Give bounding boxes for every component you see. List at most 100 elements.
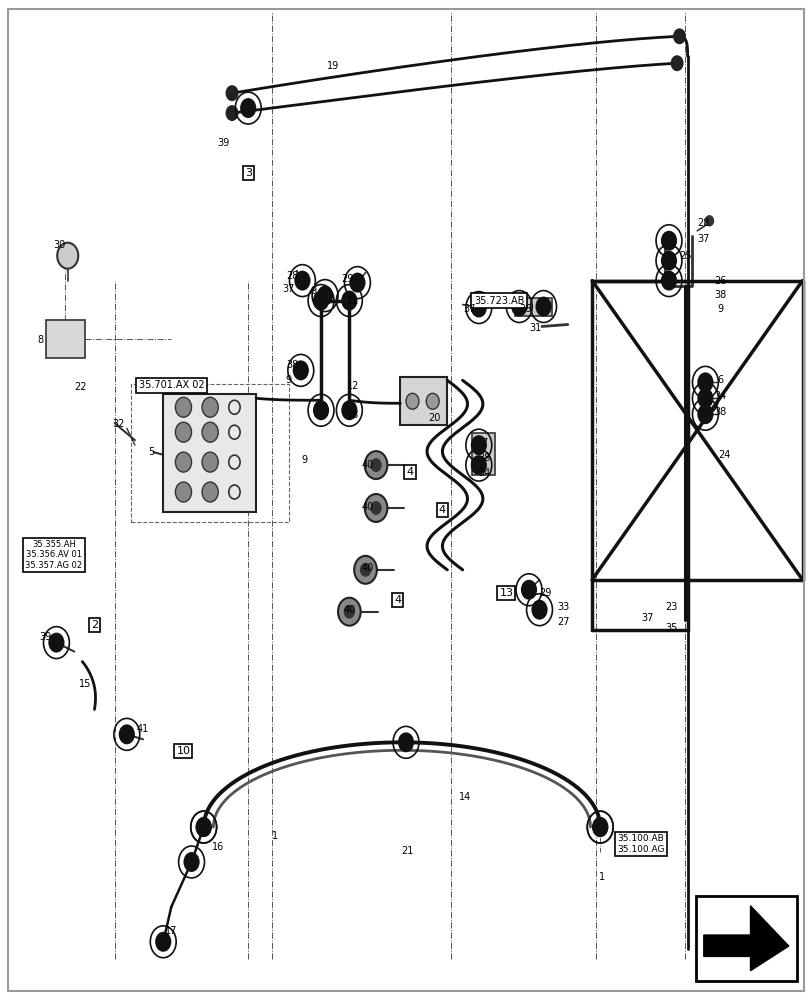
Circle shape [697,372,713,392]
Circle shape [49,633,64,653]
Text: 4: 4 [406,467,413,477]
Circle shape [660,251,676,271]
Circle shape [337,598,360,626]
Circle shape [341,291,357,311]
Circle shape [670,55,683,71]
Bar [163,394,256,512]
Circle shape [511,297,526,317]
Text: 31: 31 [529,323,541,333]
Circle shape [354,556,376,584]
Circle shape [316,286,333,306]
Circle shape [530,600,547,620]
Circle shape [175,482,191,502]
Circle shape [240,98,256,118]
Text: 17: 17 [165,926,178,936]
Circle shape [202,422,218,442]
Text: 37: 37 [697,234,709,244]
Text: 37: 37 [462,304,474,314]
Circle shape [591,817,607,837]
Circle shape [202,452,218,472]
Text: 40: 40 [362,502,374,512]
Circle shape [202,397,218,417]
Text: 35.723.AB: 35.723.AB [474,296,524,306]
Circle shape [57,243,78,269]
Circle shape [292,360,308,380]
Circle shape [155,932,171,952]
Circle shape [370,501,381,515]
Circle shape [312,400,328,420]
Circle shape [349,273,365,293]
Text: 38: 38 [713,290,725,300]
Text: 29: 29 [341,274,354,284]
Circle shape [397,732,414,752]
Circle shape [118,724,135,744]
Circle shape [697,388,713,408]
Bar [131,384,288,522]
Circle shape [195,817,212,837]
Text: 37: 37 [640,613,653,623]
Text: 28: 28 [286,271,298,281]
Circle shape [470,455,487,475]
Text: 26: 26 [713,276,725,286]
Text: 4: 4 [394,595,401,605]
Circle shape [341,400,357,420]
Circle shape [195,817,212,837]
Text: 8: 8 [37,335,43,345]
Circle shape [660,231,676,251]
Text: 5: 5 [148,447,154,457]
Circle shape [370,458,381,472]
Text: 7: 7 [481,438,487,448]
Text: 35.355.AH
35.356.AV 01
35.357.AG 02: 35.355.AH 35.356.AV 01 35.357.AG 02 [25,540,83,570]
Bar [695,896,796,981]
Text: 1: 1 [272,831,277,841]
Text: 38: 38 [713,407,725,417]
Circle shape [294,271,310,291]
Text: 40: 40 [343,605,355,615]
Text: 19: 19 [327,61,339,71]
Circle shape [470,298,487,318]
Text: 21: 21 [401,846,414,856]
Text: 2: 2 [91,620,98,630]
Text: 12: 12 [347,381,359,391]
Text: 9: 9 [285,375,291,385]
Text: 27: 27 [557,617,569,627]
Bar [400,377,447,425]
Text: 38: 38 [286,360,298,370]
Text: 37: 37 [282,284,294,294]
Bar [472,433,495,475]
Circle shape [672,28,685,44]
Text: 35: 35 [664,623,676,633]
Circle shape [202,482,218,502]
Circle shape [426,393,439,409]
Circle shape [406,393,418,409]
Text: 32: 32 [113,419,125,429]
Circle shape [364,494,387,522]
Circle shape [470,435,487,455]
Text: 16: 16 [212,842,224,852]
Text: 29: 29 [539,588,551,598]
Circle shape [175,422,191,442]
Circle shape [225,85,238,101]
Text: 15: 15 [79,679,92,689]
Circle shape [175,452,191,472]
Text: 41: 41 [137,724,149,734]
Text: 4: 4 [438,505,445,515]
Text: 34: 34 [713,391,725,401]
Text: 9: 9 [310,286,315,296]
Circle shape [312,291,328,311]
Text: 28: 28 [697,218,709,228]
Text: 40: 40 [362,563,374,573]
Text: 22: 22 [75,382,87,392]
Text: 14: 14 [458,792,470,802]
Bar [46,320,84,358]
Text: 25: 25 [678,251,691,261]
Text: 36: 36 [519,304,531,314]
Circle shape [660,271,676,291]
Text: 3: 3 [244,168,251,178]
Text: 38: 38 [478,453,490,463]
Circle shape [225,105,238,121]
Text: 39: 39 [40,632,52,642]
Text: 18: 18 [347,410,359,420]
Circle shape [705,216,713,226]
Bar [515,298,551,316]
